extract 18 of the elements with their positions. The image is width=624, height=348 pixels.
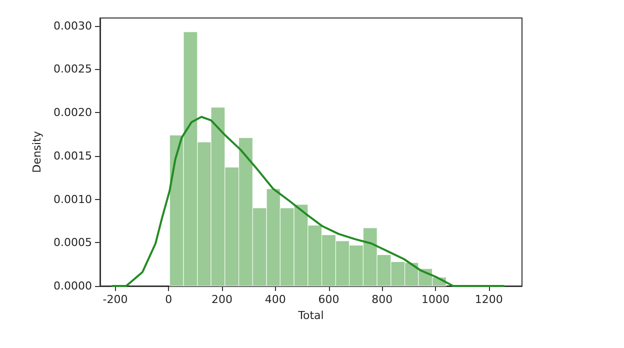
- x-tick-label: -200: [102, 293, 128, 306]
- x-axis-title: Total: [297, 308, 324, 322]
- y-tick-label: 0.0025: [54, 62, 92, 76]
- y-axis-title: Density: [30, 130, 44, 173]
- x-tick-label: 600: [318, 293, 340, 306]
- y-tick-label: 0.0020: [54, 106, 92, 120]
- x-tick-label: 1200: [474, 293, 503, 306]
- y-tick-label: 0.0010: [54, 192, 92, 206]
- x-tick-label: 1000: [422, 293, 450, 306]
- x-tick-label: 400: [264, 293, 286, 306]
- y-tick-label: 0.0005: [54, 236, 92, 250]
- x-tick-label: 200: [211, 293, 232, 306]
- y-tick-label: 0.0015: [54, 149, 92, 162]
- x-tick-label: 0: [165, 293, 172, 306]
- line-series: [111, 116, 505, 287]
- y-tick-label: 0.0030: [54, 19, 92, 32]
- y-tick-label: 0.0000: [54, 280, 92, 292]
- x-tick-label: 800: [372, 293, 393, 306]
